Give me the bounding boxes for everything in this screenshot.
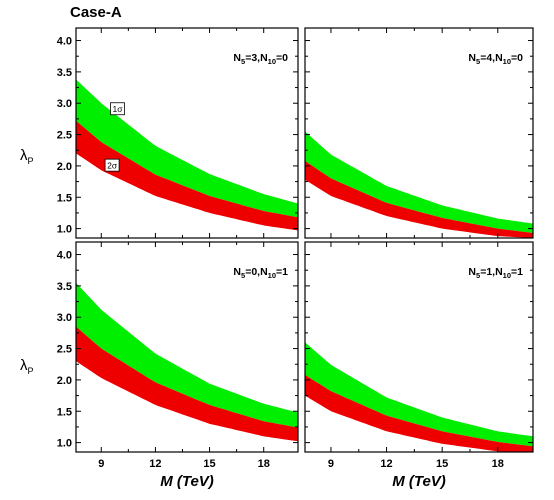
annotation-box <box>110 102 125 116</box>
annotation-label: 1σ <box>113 104 124 114</box>
y-tick-label: 2.5 <box>57 344 72 356</box>
y-tick-label: 1.5 <box>57 192 72 204</box>
bands <box>305 131 533 238</box>
panel-bottom-right: 9 12 15 18 N5=1,N10=1 <box>304 241 534 470</box>
x-tick-label: 15 <box>203 458 215 470</box>
bands <box>76 282 298 442</box>
panel-label: N5=3,N10=0 <box>233 52 288 66</box>
band-1sigma <box>305 131 533 233</box>
x-tick-label: 18 <box>258 458 270 470</box>
plot-frame <box>75 27 299 239</box>
x-axis-label: M (TeV) <box>392 473 446 490</box>
x-tick-label: 9 <box>328 458 334 470</box>
panel-label: N5=1,N10=1 <box>468 266 523 280</box>
y-tick-label: 2.0 <box>57 375 72 387</box>
band-2sigma <box>76 120 298 231</box>
panel-top-right: N5=4,N10=0 <box>304 27 534 239</box>
bands <box>76 79 298 231</box>
annotation-label: 2σ <box>107 161 118 171</box>
annotation-box <box>104 158 120 172</box>
x-tick-label: 15 <box>436 458 448 470</box>
y-tick-label: 1.5 <box>57 406 72 418</box>
bands <box>305 342 533 452</box>
y-tick-label: 3.5 <box>57 281 72 293</box>
band-1sigma <box>76 79 298 218</box>
x-tick-label: 12 <box>149 458 161 470</box>
band-2sigma <box>305 374 533 452</box>
x-axis-label: M (TeV) <box>160 473 214 490</box>
y-tick-label: 4.0 <box>57 36 72 48</box>
band-1sigma <box>305 342 533 447</box>
panel-top-left: 1.0 1.5 2.0 2.5 3.0 3.5 4.0 N5=3,N10=0 1σ 2σ <box>57 27 299 239</box>
y-tick-label: 4.0 <box>57 250 72 262</box>
y-tick-label: 3.5 <box>57 67 72 79</box>
plot-frame <box>304 241 534 453</box>
y-tick-label: 2.0 <box>57 161 72 173</box>
y-axis-label: λP <box>20 147 34 166</box>
x-tick-label: 18 <box>492 458 504 470</box>
band-2sigma <box>305 160 533 238</box>
panel-label: N5=4,N10=0 <box>468 52 523 66</box>
y-axis-label: λP <box>20 357 34 376</box>
band-1sigma <box>76 282 298 428</box>
plot-frame <box>75 241 299 453</box>
y-tick-label: 3.0 <box>57 98 72 110</box>
panel-label: N5=0,N10=1 <box>233 266 288 280</box>
y-tick-label: 2.5 <box>57 130 72 142</box>
y-tick-label: 3.0 <box>57 312 72 324</box>
y-tick-label: 1.0 <box>57 438 72 450</box>
band-2sigma <box>76 326 298 442</box>
y-tick-label: 1.0 <box>57 224 72 236</box>
x-tick-label: 12 <box>380 458 392 470</box>
plot-frame <box>304 27 534 239</box>
panel-bottom-left: 9 12 15 18 1.0 1.5 2.0 2.5 3.0 3.5 4.0 N5=0,N10=1 <box>57 241 299 470</box>
figure-title: Case-A <box>70 4 122 21</box>
x-tick-label: 9 <box>98 458 104 470</box>
